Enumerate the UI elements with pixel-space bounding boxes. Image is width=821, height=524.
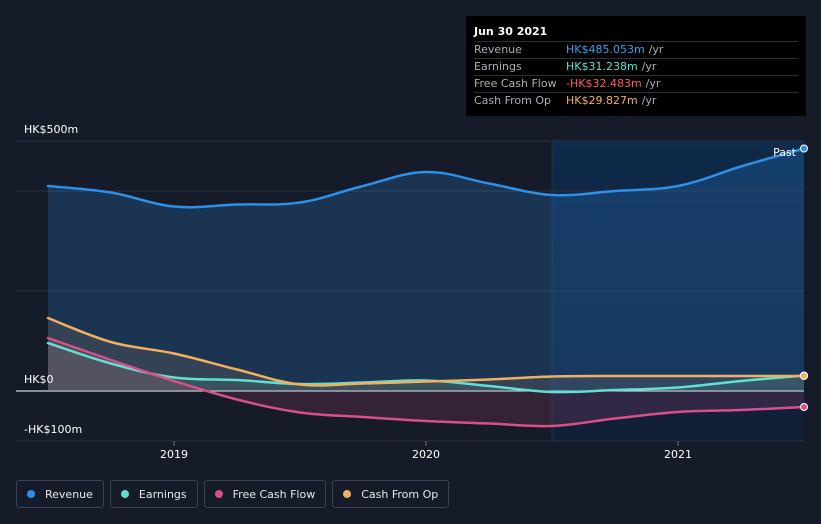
tooltip-row-revenue: Revenue HK$485.053m /yr <box>474 41 798 58</box>
chart-lines <box>46 147 806 428</box>
x-tick-label: 2020 <box>412 448 440 461</box>
end-point-free-cash-flow <box>800 403 808 411</box>
legend-item-free-cash-flow[interactable]: Free Cash Flow <box>203 480 327 508</box>
chart-gridlines <box>16 140 804 446</box>
chart-legend: Revenue Earnings Free Cash Flow Cash Fro… <box>16 480 450 508</box>
data-tooltip: Jun 30 2021 Revenue HK$485.053m /yr Earn… <box>466 16 806 116</box>
series-line-revenue <box>46 147 806 209</box>
area-free-cash-flow <box>48 338 804 427</box>
tooltip-row-free-cash-flow: Free Cash Flow -HK$32.483m /yr <box>474 75 798 92</box>
area-cash-from-op <box>48 318 804 391</box>
y-axis-label: -HK$100m <box>24 423 82 436</box>
tooltip-value: HK$485.053m <box>566 43 645 56</box>
financial-chart: HK$500m HK$0 -HK$100m 2019 2020 2021 Past <box>16 123 808 461</box>
series-line-cash-from-op <box>46 316 806 387</box>
y-axis-label: HK$0 <box>24 373 53 386</box>
tooltip-value: HK$29.827m <box>566 94 638 107</box>
tooltip-unit: /yr <box>648 43 664 56</box>
x-tick-label: 2019 <box>160 448 188 461</box>
tooltip-label: Free Cash Flow <box>474 77 557 90</box>
legend-item-earnings[interactable]: Earnings <box>109 480 198 508</box>
legend-label: Revenue <box>45 487 93 501</box>
end-point-cash-from-op <box>800 372 808 380</box>
series-line-free-cash-flow <box>46 336 806 428</box>
legend-dot-icon <box>343 490 352 498</box>
tooltip-row-cash-from-op: Cash From Op HK$29.827m /yr <box>474 92 798 109</box>
tooltip-label: Revenue <box>474 43 522 56</box>
tooltip-value: HK$31.238m <box>566 60 638 73</box>
legend-dot-icon <box>27 490 35 498</box>
legend-dot-icon <box>120 490 129 498</box>
tooltip-unit: /yr <box>645 77 661 90</box>
legend-item-cash-from-op[interactable]: Cash From Op <box>332 480 450 508</box>
area-revenue <box>48 148 804 391</box>
legend-label: Cash From Op <box>361 487 439 501</box>
tooltip-unit: /yr <box>641 94 657 107</box>
tooltip-value: -HK$32.483m <box>566 77 642 90</box>
legend-item-revenue[interactable]: Revenue <box>16 480 104 508</box>
legend-label: Free Cash Flow <box>232 487 316 501</box>
chart-areas <box>48 148 804 427</box>
chart-axis-labels: HK$500m HK$0 -HK$100m 2019 2020 2021 Past <box>24 123 797 461</box>
past-label: Past <box>773 146 797 159</box>
tooltip-label: Cash From Op <box>474 94 552 107</box>
y-axis-label: HK$500m <box>24 123 78 136</box>
tooltip-row-earnings: Earnings HK$31.238m /yr <box>474 58 798 75</box>
end-point-revenue <box>800 144 808 153</box>
legend-label: Earnings <box>138 487 187 501</box>
chart-end-markers <box>800 144 808 411</box>
tooltip-label: Earnings <box>474 60 522 73</box>
x-tick-label: 2021 <box>664 448 692 461</box>
legend-dot-icon <box>214 490 223 498</box>
tooltip-date: Jun 30 2021 <box>474 25 548 38</box>
tooltip-unit: /yr <box>641 60 657 73</box>
